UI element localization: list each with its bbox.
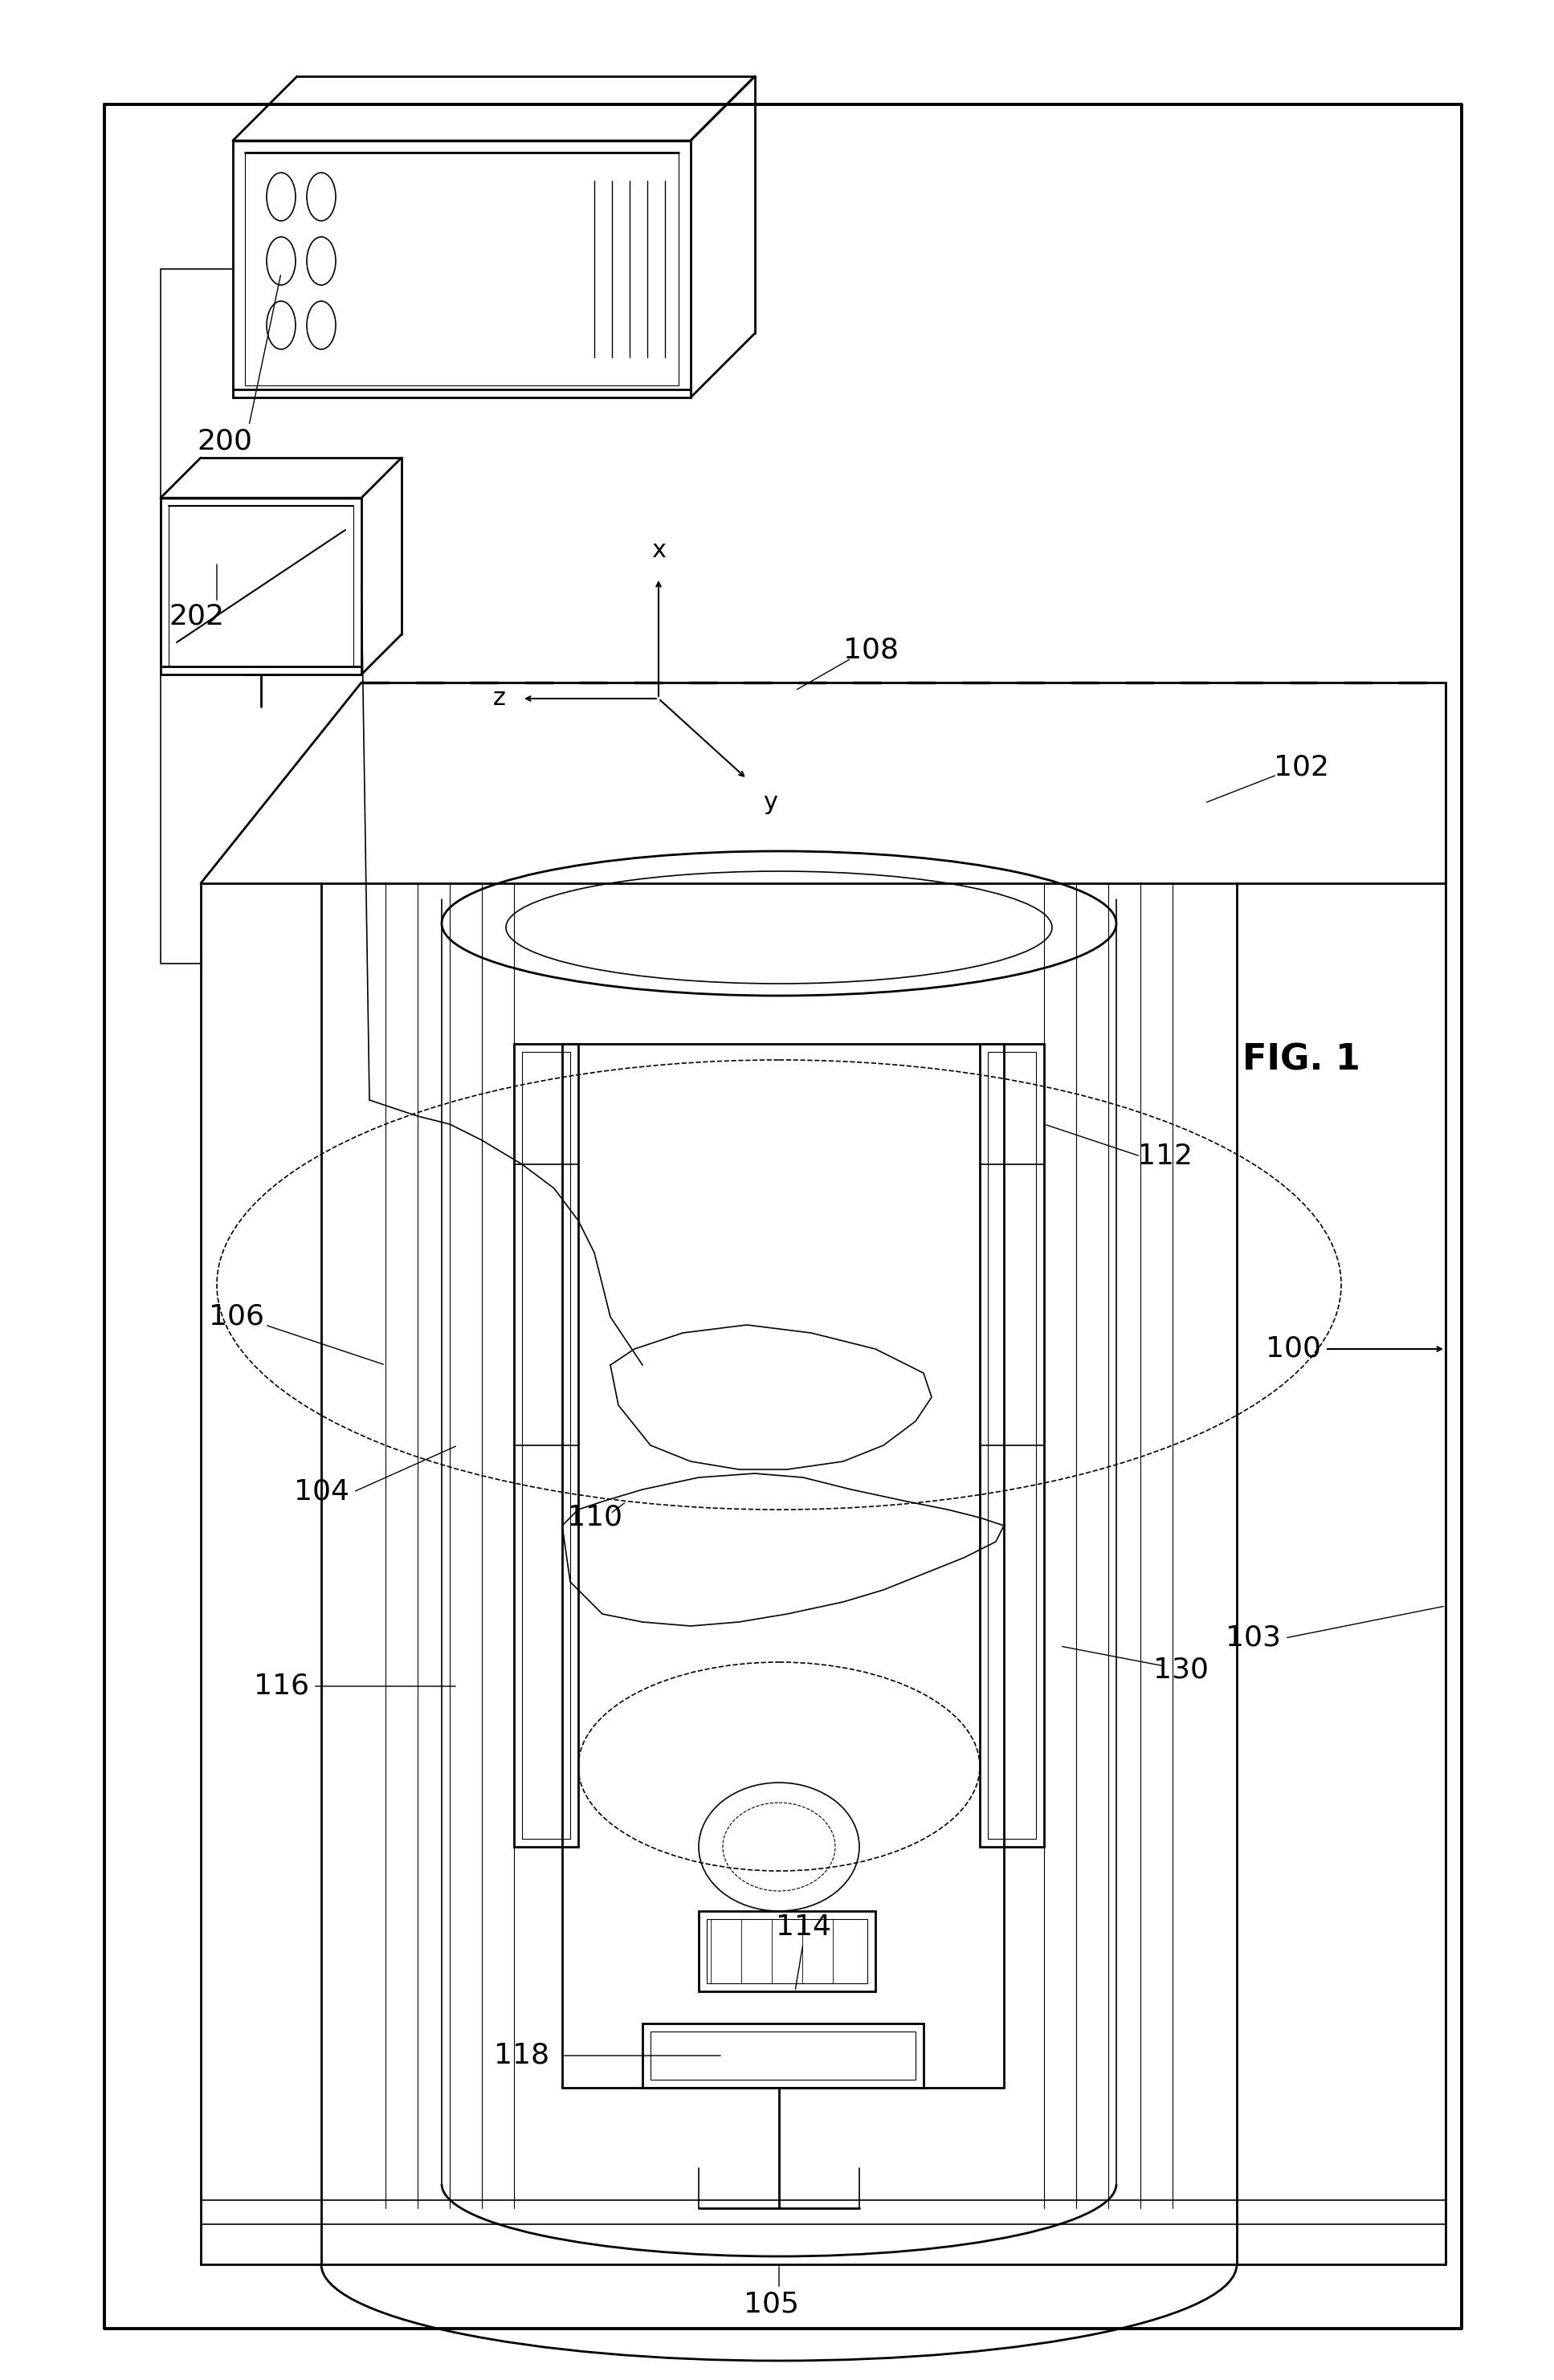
Text: 104: 104 xyxy=(294,1478,350,1507)
Text: 108: 108 xyxy=(844,638,900,664)
Bar xyxy=(514,1045,578,1847)
Bar xyxy=(988,1052,1037,1840)
Text: y: y xyxy=(763,790,777,814)
Text: 112: 112 xyxy=(1138,1142,1192,1171)
Text: 103: 103 xyxy=(1225,1626,1280,1652)
Text: 116: 116 xyxy=(253,1673,309,1699)
Bar xyxy=(699,1911,875,1992)
Text: z: z xyxy=(493,688,507,709)
Text: 106: 106 xyxy=(210,1304,264,1330)
Text: 102: 102 xyxy=(1273,752,1329,781)
Bar xyxy=(522,1052,570,1840)
Text: 200: 200 xyxy=(197,428,253,455)
Bar xyxy=(169,507,353,666)
Bar xyxy=(246,152,679,386)
Text: FIG. 1: FIG. 1 xyxy=(1242,1042,1360,1078)
Bar xyxy=(707,1918,867,1983)
Bar xyxy=(642,2023,923,2087)
Bar xyxy=(979,1045,1044,1847)
Text: 130: 130 xyxy=(1153,1656,1209,1683)
Text: 100: 100 xyxy=(1265,1335,1321,1364)
Text: 114: 114 xyxy=(775,1914,831,1940)
Text: 110: 110 xyxy=(567,1504,622,1530)
Bar xyxy=(651,2033,915,2080)
Text: 202: 202 xyxy=(169,602,224,631)
Bar xyxy=(233,140,690,397)
Text: 105: 105 xyxy=(743,2292,799,2318)
Text: 118: 118 xyxy=(494,2042,550,2068)
Text: x: x xyxy=(651,538,665,562)
Bar xyxy=(160,497,362,674)
